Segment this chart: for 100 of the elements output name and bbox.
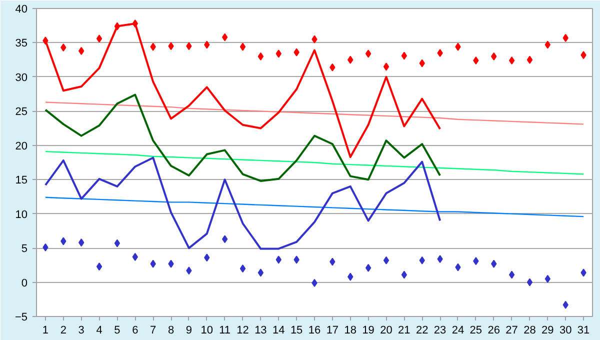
x-tick-label: 22 [416,324,428,336]
point [348,56,354,64]
x-tick-label: 11 [219,324,231,336]
line-series [44,150,584,175]
x-tick-label: 15 [290,324,303,336]
point [114,239,120,248]
line-series [44,196,584,218]
point [491,52,497,60]
point [96,262,102,271]
point [455,42,461,51]
point [580,51,586,60]
x-tick-label: 20 [380,324,392,336]
point [562,300,568,309]
x-tick-label: 23 [434,324,446,336]
point [78,238,84,247]
point [455,263,461,272]
x-tick-label: 9 [186,324,192,336]
point [42,36,48,45]
point [168,42,174,50]
point [78,46,84,55]
point [60,44,66,52]
point [401,270,408,279]
point [419,256,425,264]
y-tick-label: 30 [15,72,28,84]
x-tick-label: 6 [132,324,138,336]
point [473,56,479,65]
point [419,59,425,68]
y-tick-label: −5 [14,312,28,324]
line-series [44,156,442,250]
point [132,20,138,28]
y-tick-label: 40 [15,4,28,16]
point [312,278,318,287]
point [240,264,246,273]
y-tick-label: 35 [15,38,28,50]
point [42,243,48,252]
point [60,237,66,246]
y-tick-label: 5 [21,243,28,256]
point [508,270,515,279]
point [204,40,210,49]
x-tick-label: 10 [200,324,214,336]
point [330,63,336,72]
x-tick-label: 25 [470,324,482,336]
point [150,42,156,51]
point [544,274,550,283]
point [114,22,120,30]
point [383,256,390,264]
point [204,254,210,262]
x-tick-label: 18 [344,324,357,336]
y-tick-label: 15 [15,174,28,187]
x-tick-label: 28 [524,324,536,336]
point [258,52,264,60]
point [491,260,497,268]
point [276,50,282,58]
x-tick-label: 1 [42,324,49,336]
point [294,48,300,56]
x-tick-label: 30 [559,324,572,336]
x-tick-label: 19 [362,324,374,336]
y-tick-label: 25 [15,106,28,118]
point [437,255,443,264]
x-tick-label: 7 [150,324,156,336]
point [348,272,354,281]
point [526,278,533,286]
point [222,33,228,42]
point [383,62,390,71]
x-tick-label: 26 [488,324,500,336]
point [276,256,282,264]
y-tick-label: 0 [21,277,28,290]
x-tick-label: 14 [272,324,285,336]
point [186,42,192,50]
x-tick-label: 13 [254,324,267,336]
x-tick-label: 12 [236,324,249,336]
x-tick-label: 4 [96,324,102,336]
y-tick-label: 20 [15,140,28,152]
point [186,266,192,275]
x-tick-label: 5 [114,324,120,336]
point [240,42,246,51]
point [544,40,550,49]
point [330,258,336,266]
x-tick-label: 27 [506,324,518,336]
line-series [44,102,584,125]
point [365,50,372,58]
point [168,260,174,268]
x-tick-label: 16 [308,324,321,336]
x-tick-label: 29 [542,324,554,336]
point [312,35,318,44]
point [562,34,568,42]
x-tick-label: 31 [577,324,590,336]
point [258,268,264,277]
point [132,252,138,261]
x-tick-label: 2 [60,324,66,336]
x-tick-label: 8 [168,324,174,336]
line-series [44,94,442,182]
point [150,260,156,268]
point [508,56,515,65]
y-tick-label: 10 [15,208,28,221]
x-tick-label: 21 [398,324,410,336]
point [473,257,479,266]
point [580,268,586,277]
point [365,264,372,272]
point [401,52,408,60]
